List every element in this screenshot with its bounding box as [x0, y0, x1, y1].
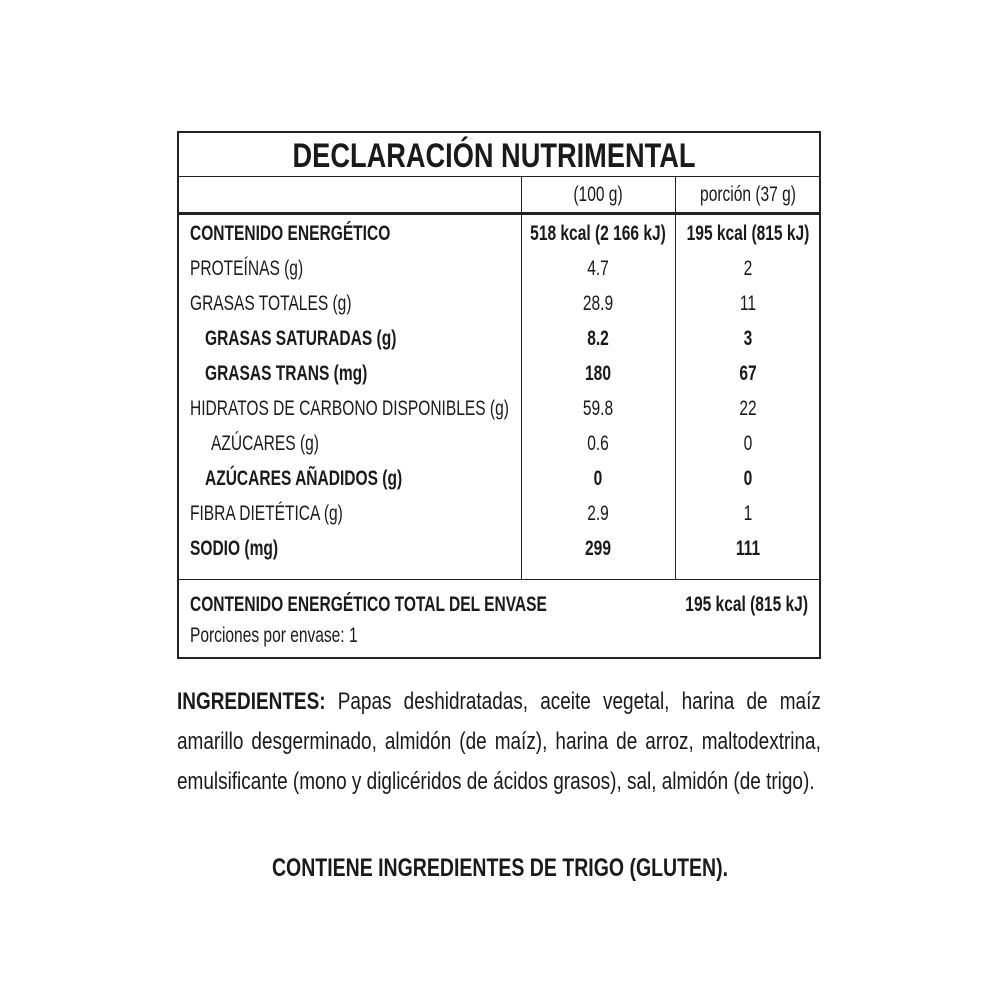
ingredients-text: Papas deshidratadas, aceite vegetal, har… [177, 688, 821, 795]
row-value: 0 [593, 467, 603, 490]
column-header: (100 g) [573, 183, 623, 206]
header-rule [177, 212, 821, 215]
row-label: PROTEÍNAS (g) [190, 257, 304, 280]
title-rule [177, 176, 821, 178]
col-rule [521, 176, 523, 580]
footer-rule [177, 579, 821, 581]
row-label: GRASAS TOTALES (g) [190, 292, 352, 315]
row-value: 180 [585, 362, 611, 385]
ingredients-label: INGREDIENTES: [177, 688, 326, 715]
row-value: 518 kcal (2 166 kJ) [530, 222, 666, 245]
row-value: 4.7 [587, 257, 609, 280]
row-value: 111 [735, 537, 761, 560]
row-label: AZÚCARES (g) [211, 432, 319, 455]
row-label: HIDRATOS DE CARBONO DISPONIBLES (g) [190, 397, 509, 420]
row-value: 8.2 [587, 327, 609, 350]
box-top [177, 131, 821, 133]
row-value: 0 [743, 467, 753, 490]
row-value: 3 [743, 327, 753, 350]
row-value: 1 [743, 502, 753, 525]
total-label: CONTENIDO ENERGÉTICO TOTAL DEL ENVASE [190, 593, 547, 616]
row-value: 22 [739, 397, 757, 420]
row-label: CONTENIDO ENERGÉTICO [190, 222, 391, 245]
box-right [819, 131, 821, 658]
row-label: GRASAS SATURADAS (g) [205, 327, 397, 350]
column-header: porción (37 g) [700, 183, 796, 206]
portions: Porciones por envase: 1 [190, 624, 358, 647]
table-title: DECLARACIÓN NUTRIMENTAL [292, 137, 696, 175]
allergen: CONTIENE INGREDIENTES DE TRIGO (GLUTEN). [271, 854, 729, 882]
row-label: GRASAS TRANS (mg) [205, 362, 368, 385]
row-value: 0 [743, 432, 753, 455]
row-value: 2 [743, 257, 753, 280]
row-value: 2.9 [587, 502, 609, 525]
box-left [177, 131, 179, 658]
box-bottom [177, 657, 821, 659]
row-value: 59.8 [582, 397, 614, 420]
row-label: FIBRA DIETÉTICA (g) [190, 502, 343, 525]
row-value: 299 [585, 537, 611, 560]
row-value: 28.9 [582, 292, 614, 315]
row-value: 11 [739, 292, 757, 315]
total-value: 195 kcal (815 kJ) [685, 593, 808, 616]
row-value: 67 [739, 362, 757, 385]
row-value: 195 kcal (815 kJ) [686, 222, 810, 245]
row-value: 0.6 [587, 432, 609, 455]
row-label: AZÚCARES AÑADIDOS (g) [205, 467, 403, 490]
ingredients: INGREDIENTES: Papas deshidratadas, aceit… [177, 682, 821, 802]
row-label: SODIO (mg) [190, 537, 279, 560]
col-rule [675, 176, 677, 580]
